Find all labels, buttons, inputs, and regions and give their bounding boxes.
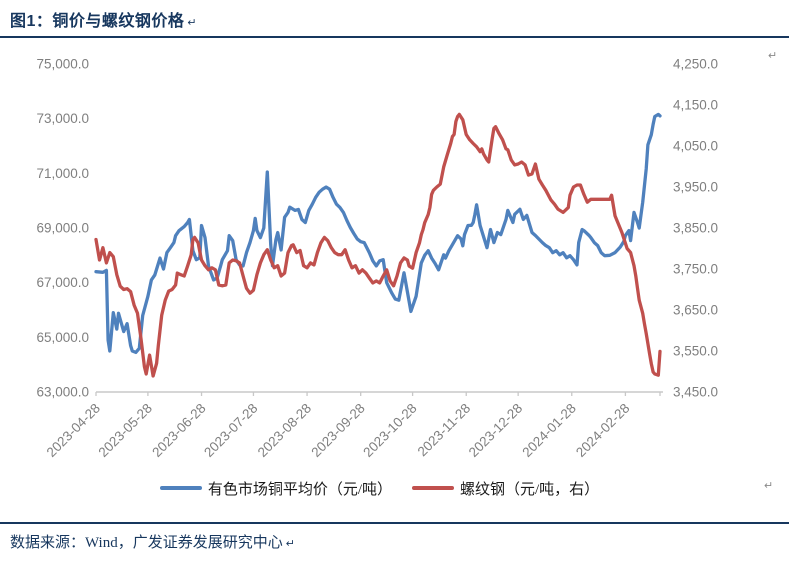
footer-divider — [0, 522, 789, 524]
axis-tick-label: 67,000.0 — [36, 275, 89, 290]
legend-item-rebar: 螺纹钢（元/吨，右） — [412, 478, 599, 499]
axis-tick-label: 2023-05-28 — [96, 401, 155, 460]
axis-tick-label: 2023-09-28 — [308, 401, 367, 460]
x-axis-label: 2024-01-28 — [519, 401, 578, 460]
rebar-line-swatch-icon — [412, 486, 454, 490]
paragraph-return-icon: ↵ — [285, 538, 295, 550]
data-source-text: 数据来源：Wind，广发证券发展研究中心 — [10, 535, 283, 551]
y-axis-left-labels: 75,000.0 73,000.0 71,000.0 69,000.0 67,000.0… — [36, 57, 89, 400]
axis-tick-label: 3,450.0 — [673, 385, 718, 400]
axis-tick-label: 2023-10-28 — [360, 401, 419, 460]
figure-title: 图1：铜价与螺纹钢价格 ↵ — [10, 7, 197, 31]
axis-tick-label: 3,550.0 — [673, 344, 718, 359]
rebar-price-line — [94, 112, 662, 378]
paragraph-return-icon: ↵ — [768, 50, 778, 62]
copper-price-line — [94, 112, 662, 355]
paragraph-return-icon: ↵ — [764, 480, 774, 492]
axis-tick-label: 73,000.0 — [36, 111, 89, 126]
x-axis-label: 2023-10-28 — [360, 401, 419, 460]
axis-tick-label: 4,150.0 — [673, 98, 718, 113]
chart-legend: 有色市场铜平均价（元/吨） 螺纹钢（元/吨，右） — [96, 477, 663, 499]
axis-tick-label: 2023-04-28 — [44, 401, 103, 460]
y-axis-right-labels: 4,250.0 4,150.0 4,050.0 3,950.0 3,850.0 3,750… — [673, 57, 718, 400]
axis-tick-label: 63,000.0 — [36, 385, 89, 400]
axis-tick-label: 2024-02-28 — [573, 401, 632, 460]
price-line-chart: 2023-04-28 2023-05-28 2023-06-28 2023-07-28… — [36, 57, 718, 460]
axis-tick-label: 69,000.0 — [36, 221, 89, 236]
x-axis-label: 2023-04-28 — [44, 401, 103, 460]
x-axis-label: 2023-08-28 — [255, 401, 314, 460]
axis-tick-label: 3,850.0 — [673, 221, 718, 236]
x-axis-label: 2023-12-28 — [466, 401, 525, 460]
x-axis-label: 2023-11-28 — [415, 401, 474, 460]
chart-canvas: 2023-04-282023-05-282023-06-282023-07-28… — [36, 57, 718, 460]
axis-tick-label: 3,650.0 — [673, 303, 718, 318]
legend-label-copper: 有色市场铜平均价（元/吨） — [207, 481, 392, 498]
x-axis-label: 2023-06-28 — [149, 401, 208, 460]
axis-tick-label: 3,950.0 — [673, 180, 718, 195]
axis-tick-label: 4,250.0 — [673, 57, 718, 72]
axis-tick-label: 4,050.0 — [673, 139, 718, 154]
title-divider — [0, 36, 789, 38]
data-source-note: 数据来源：Wind，广发证券发展研究中心 ↵ — [10, 531, 295, 552]
axis-tick-label: 65,000.0 — [36, 330, 89, 345]
x-axis — [95, 391, 663, 396]
legend-label-rebar: 螺纹钢（元/吨，右） — [460, 481, 600, 498]
axis-tick-label: 2024-01-28 — [519, 401, 578, 460]
axis-tick-label: 2023-08-28 — [255, 401, 314, 460]
x-axis-label: 2023-07-28 — [201, 401, 260, 460]
x-axis-label: 2023-09-28 — [308, 401, 367, 460]
axis-tick-label: 75,000.0 — [36, 57, 89, 72]
copper-line-swatch-icon — [159, 486, 202, 490]
x-axis-label: 2023-05-28 — [96, 401, 155, 460]
paragraph-return-icon: ↵ — [187, 17, 198, 29]
legend-item-copper: 有色市场铜平均价（元/吨） — [159, 478, 392, 499]
axis-tick-label: 2023-11-28 — [415, 401, 474, 460]
axis-tick-label: 2023-07-28 — [201, 401, 260, 460]
x-axis-label: 2024-02-28 — [573, 401, 632, 460]
figure-title-text: 图1：铜价与螺纹钢价格 — [10, 13, 185, 30]
axis-tick-label: 2023-12-28 — [466, 401, 525, 460]
axis-tick-label: 2023-06-28 — [149, 401, 208, 460]
axis-tick-label: 71,000.0 — [36, 166, 89, 181]
axis-tick-label: 3,750.0 — [673, 262, 718, 277]
